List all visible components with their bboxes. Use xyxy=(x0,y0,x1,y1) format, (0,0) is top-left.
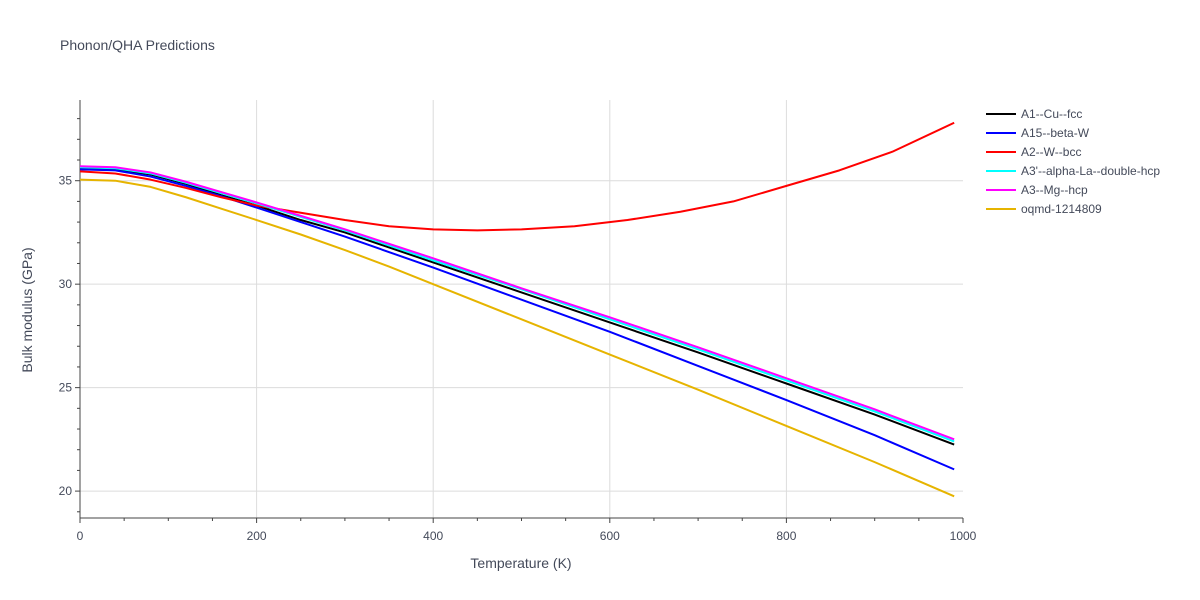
legend-label: A3--Mg--hcp xyxy=(1021,183,1088,197)
legend-item[interactable]: A3--Mg--hcp xyxy=(986,183,1088,197)
x-tick-label: 800 xyxy=(776,529,796,543)
legend-label: A1--Cu--fcc xyxy=(1021,107,1082,121)
x-tick-label: 400 xyxy=(423,529,443,543)
legend-label: oqmd-1214809 xyxy=(1021,202,1102,216)
x-tick-label: 600 xyxy=(600,529,620,543)
legend-label: A2--W--bcc xyxy=(1021,145,1081,159)
y-tick-label: 25 xyxy=(59,381,73,395)
series-line-4 xyxy=(79,165,955,441)
y-tick-label: 20 xyxy=(59,484,73,498)
tick-labels: 0 200 400 600 800 1000 20 25 30 35 xyxy=(59,174,977,543)
series-line-5 xyxy=(79,178,955,498)
legend-item[interactable]: oqmd-1214809 xyxy=(986,202,1102,216)
legend-label: A3'--alpha-La--double-hcp xyxy=(1021,164,1160,178)
legend-label: A15--beta-W xyxy=(1021,126,1090,140)
x-tick-label: 200 xyxy=(247,529,267,543)
chart-title: Phonon/QHA Predictions xyxy=(60,37,215,53)
legend[interactable]: A1--Cu--fcc A15--beta-W A2--W--bcc A3'--alp… xyxy=(986,107,1160,216)
y-axis-title: Bulk modulus (GPa) xyxy=(19,247,35,372)
legend-item[interactable]: A2--W--bcc xyxy=(986,145,1081,159)
series-line-2 xyxy=(79,121,955,232)
legend-item[interactable]: A15--beta-W xyxy=(986,126,1090,140)
y-tick-label: 30 xyxy=(59,277,73,291)
x-axis-title: Temperature (K) xyxy=(470,555,571,571)
series-lines xyxy=(79,121,955,498)
grid-lines xyxy=(80,100,963,518)
x-tick-label: 1000 xyxy=(950,529,977,543)
series-line-0 xyxy=(79,167,955,446)
legend-item[interactable]: A1--Cu--fcc xyxy=(986,107,1082,121)
x-tick-label: 0 xyxy=(77,529,84,543)
legend-item[interactable]: A3'--alpha-La--double-hcp xyxy=(986,164,1160,178)
series-line-1 xyxy=(79,168,955,471)
y-tick-label: 35 xyxy=(59,174,73,188)
